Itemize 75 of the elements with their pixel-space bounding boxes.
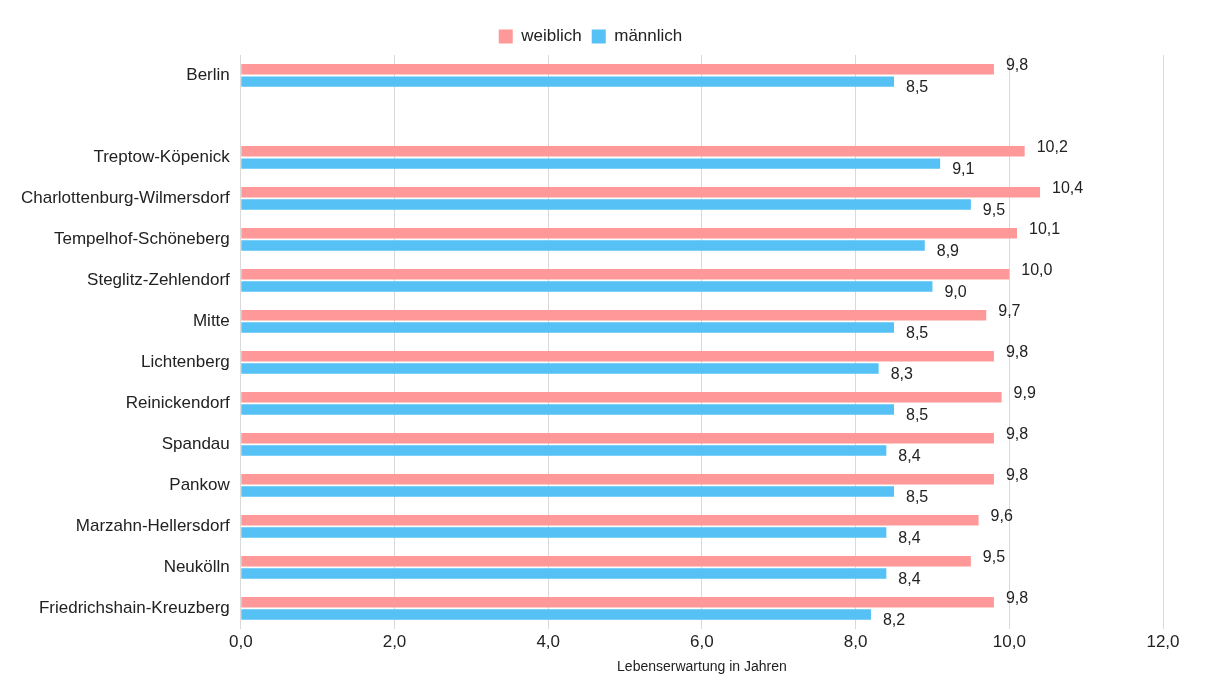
x-tick-label: 12,0: [1146, 631, 1180, 651]
bar: [241, 363, 879, 374]
bar: [241, 310, 987, 321]
bar: [241, 432, 994, 444]
data-label: 9,5: [982, 201, 1006, 218]
data-label: 9,7: [998, 301, 1021, 319]
data-label: 9,1: [952, 160, 975, 178]
data-label: 8,9: [936, 241, 960, 259]
x-tick-label: 10,0: [992, 631, 1026, 651]
y-tick-label: Reinickendorf: [125, 393, 231, 413]
y-tick-label: Berlin: [186, 65, 230, 85]
data-label: 10,2: [1036, 137, 1068, 155]
y-tick-label: Steglitz-Zehlendorf: [87, 270, 231, 290]
bar: [241, 64, 994, 75]
data-label: 9,9: [1013, 383, 1036, 401]
bar: [241, 228, 1017, 239]
bar: [241, 555, 971, 567]
data-label: 8,5: [906, 323, 929, 341]
data-label: 8,5: [906, 78, 929, 96]
x-axis-title: Lebenserwartung in Jahren: [617, 658, 787, 675]
bar: [241, 404, 895, 415]
bar: [241, 281, 933, 292]
legend-label: männlich: [614, 26, 683, 46]
bar: [241, 322, 895, 333]
data-label: 10,0: [1021, 260, 1053, 278]
y-tick-label: Mitte: [192, 311, 230, 331]
data-label: 9,5: [982, 547, 1006, 565]
data-label: 8,4: [898, 528, 921, 546]
data-label: 8,4: [898, 569, 921, 587]
bar: [241, 445, 887, 456]
data-label: 9,8: [1005, 465, 1029, 483]
bar: [241, 269, 1010, 280]
y-tick-label: Friedrichshain-Kreuzberg: [38, 597, 230, 617]
bar: [241, 76, 895, 87]
bar: [241, 486, 895, 497]
bar: [241, 158, 941, 169]
data-label: 9,8: [1005, 55, 1029, 73]
bar: [241, 596, 994, 608]
y-tick-label: Charlottenburg-Wilmersdorf: [20, 188, 231, 208]
data-label: 9,0: [944, 282, 967, 300]
y-tick-label: Spandau: [161, 434, 230, 454]
x-tick-label: 0,0: [228, 631, 253, 651]
data-label: 8,5: [906, 487, 929, 505]
x-tick-label: 4,0: [536, 631, 561, 651]
y-tick-label: Pankow: [169, 475, 231, 495]
bar: [241, 514, 979, 526]
y-tick-label: Neukölln: [163, 557, 230, 577]
data-label: 10,4: [1052, 178, 1084, 196]
data-label: 8,4: [898, 446, 921, 464]
data-label: 9,8: [1005, 342, 1029, 360]
bar: [241, 568, 887, 579]
x-tick-label: 6,0: [690, 631, 714, 651]
x-tick-label: 2,0: [382, 631, 407, 651]
bar: [241, 240, 925, 251]
bar: [241, 392, 1002, 403]
data-label: 8,5: [906, 405, 929, 423]
y-tick-label: Treptow-Köpenick: [93, 147, 231, 167]
bar: [241, 527, 887, 538]
data-label: 8,2: [882, 610, 906, 628]
data-label: 10,1: [1028, 219, 1061, 237]
legend-label: weiblich: [520, 26, 582, 46]
y-tick-label: Tempelhof-Schöneberg: [54, 229, 230, 249]
y-tick-label: Marzahn-Hellersdorf: [75, 516, 231, 536]
bar: [241, 187, 1041, 198]
data-label: 8,3: [890, 364, 913, 382]
bar: [241, 146, 1025, 157]
bar: [241, 609, 871, 620]
data-label: 9,8: [1005, 588, 1029, 606]
x-tick-label: 8,0: [843, 631, 868, 651]
y-tick-label: Lichtenberg: [140, 352, 230, 372]
bar: [241, 473, 994, 485]
bar: [241, 351, 994, 362]
data-label: 9,8: [1005, 424, 1029, 442]
bar: [241, 199, 971, 210]
data-label: 9,6: [990, 506, 1013, 524]
